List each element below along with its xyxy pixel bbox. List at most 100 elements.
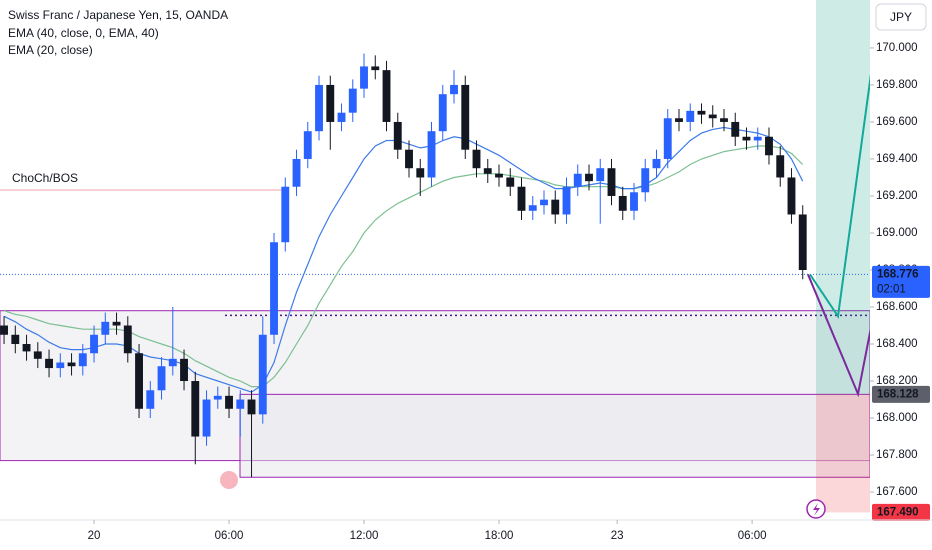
level-label: ChoCh/BOS [12, 171, 78, 185]
x-tick-label: 06:00 [738, 530, 767, 542]
candle-body [22, 344, 31, 352]
candle-body [157, 366, 166, 391]
candle-body [146, 390, 155, 409]
candle-body [393, 121, 402, 150]
candle-body [483, 168, 492, 174]
candle-body [652, 158, 661, 169]
candle-body [528, 205, 537, 211]
zone [239, 393, 871, 478]
candle-body [551, 199, 560, 215]
legend-entry: EMA (20, close) [8, 43, 93, 57]
price-tag-label: 168.776 [877, 268, 919, 280]
candle-body [416, 168, 425, 178]
y-tick-label: 167.600 [876, 486, 918, 498]
y-tick-label: 168.400 [876, 338, 918, 350]
x-tick-label: 12:00 [350, 530, 379, 542]
candle-body [618, 195, 627, 211]
candle-body [281, 186, 290, 243]
candle-body [753, 136, 762, 141]
candle-body [382, 70, 391, 122]
price-tag [872, 265, 930, 298]
y-tick-label: 169.400 [876, 153, 918, 165]
price-tag [872, 503, 930, 521]
candle-body [787, 177, 796, 215]
candle-body [90, 334, 98, 354]
price-tag [872, 385, 930, 403]
candle-body [517, 186, 526, 211]
candle-body [506, 177, 515, 187]
candle-body [180, 358, 188, 382]
candle-body [101, 321, 110, 335]
price-axis: 170.000 169.800 169.600 169.400 169.200 169.0… [870, 34, 932, 521]
candle-body [585, 173, 593, 182]
currency-label[interactable]: JPY [890, 10, 912, 24]
candle-body [135, 353, 143, 409]
x-tick-label: 20 [88, 530, 101, 542]
event-marker[interactable] [220, 471, 238, 489]
candle-body [427, 131, 436, 178]
projection-path [807, 274, 876, 398]
stop-zone [816, 394, 870, 513]
candle-body [45, 358, 53, 369]
ema-line [3, 126, 804, 393]
candle-body [540, 199, 548, 206]
y-tick-label: 167.800 [876, 449, 918, 461]
candle-body [348, 88, 357, 113]
candle-body [731, 121, 740, 137]
candle-body [776, 155, 785, 178]
candle-body [33, 351, 42, 359]
candle-body [461, 84, 470, 150]
y-tick-label: 169.000 [876, 227, 918, 239]
alert-bolt [813, 503, 820, 516]
candle-body [123, 325, 132, 354]
candle-body [697, 110, 706, 115]
candle-body [765, 136, 773, 156]
currency-button[interactable] [875, 3, 927, 31]
candle-body [247, 399, 256, 415]
y-tick-label: 169.200 [876, 190, 918, 202]
candle-body [641, 168, 650, 193]
projection-path [809, 66, 873, 320]
candle-body [450, 84, 458, 95]
candle-body [11, 334, 20, 345]
candle-body [686, 110, 695, 122]
candle-body [742, 136, 751, 141]
candle-body [495, 173, 503, 178]
candle-body [0, 325, 8, 335]
y-tick-label: 168.000 [876, 412, 918, 424]
y-tick-label: 170.000 [876, 42, 918, 54]
y-tick-label: 168.600 [876, 301, 918, 313]
candle-body [596, 168, 605, 182]
y-tick-label: 169.600 [876, 116, 918, 128]
candle-body [112, 321, 121, 326]
candle-body [67, 362, 76, 367]
x-tick-label: 18:00 [485, 530, 514, 542]
x-tick-label: 23 [611, 530, 624, 542]
candle-body [360, 66, 368, 89]
candle-body [56, 362, 65, 369]
candle-body [798, 214, 807, 270]
candle-body [708, 114, 717, 119]
candle-body [191, 381, 200, 437]
candle-body [168, 358, 177, 367]
ema-line [3, 145, 804, 388]
candle-body [213, 395, 222, 400]
target-zone [816, 0, 870, 395]
candle-body [675, 118, 683, 122]
candle-body [326, 84, 335, 122]
candle-body [573, 173, 582, 187]
candle-body [202, 399, 211, 437]
candle-body [562, 186, 571, 215]
candle-body [292, 158, 301, 187]
candle-body [225, 395, 233, 409]
candle-body [663, 118, 672, 159]
candle-body [258, 334, 267, 415]
candle-body [405, 149, 413, 169]
candle-body [472, 149, 481, 169]
price-tag-label: 167.490 [877, 506, 919, 518]
candle-body [371, 66, 380, 71]
candle-body [236, 399, 245, 409]
price-tag-label: 168.128 [877, 388, 919, 400]
candle-body [337, 112, 346, 122]
